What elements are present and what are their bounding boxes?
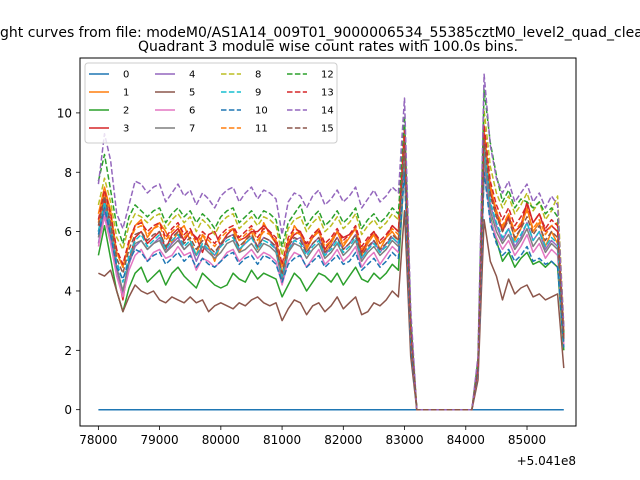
series-line-8	[97, 109, 565, 411]
x-tick-label: 82000	[324, 433, 362, 447]
figure-suptitle: Light curves from file: modeM0/AS1A14_00…	[0, 25, 640, 41]
x-axis: 78000 79000 80000 81000 82000 83000 84000 85000	[79, 426, 546, 447]
legend-label-7: 7	[189, 124, 195, 135]
series-line-5	[98, 210, 565, 411]
y-tick-label: 6	[64, 225, 72, 239]
legend-label-15: 15	[321, 124, 334, 135]
axes-frame	[79, 57, 577, 427]
y-tick-label: 4	[64, 284, 72, 298]
legend-label-4: 4	[189, 70, 195, 81]
legend-label-0: 0	[123, 70, 129, 81]
legend-box	[84, 62, 338, 144]
series-line-9	[97, 144, 565, 411]
y-axis: 0 2 4 6 8 10	[57, 106, 80, 417]
series-line-6	[97, 162, 565, 411]
x-tick-label: 84000	[447, 433, 485, 447]
legend-label-10: 10	[255, 106, 268, 117]
series-line-15	[97, 138, 565, 411]
legend-label-6: 6	[189, 106, 195, 117]
legend-label-1: 1	[123, 88, 129, 99]
legend-label-5: 5	[189, 88, 195, 99]
y-tick-label: 0	[64, 403, 72, 417]
series-line-10	[97, 171, 565, 411]
series-line-12	[97, 88, 565, 411]
legend-label-8: 8	[255, 70, 261, 81]
legend-label-9: 9	[255, 88, 261, 99]
y-tick-label: 8	[64, 166, 72, 180]
plot-lines	[97, 73, 565, 411]
x-tick-label: 80000	[202, 433, 240, 447]
x-tick-label: 79000	[141, 433, 179, 447]
x-tick-label: 81000	[263, 433, 301, 447]
series-line-11	[97, 129, 565, 411]
chart-title: Quadrant 3 module wise count rates with …	[138, 39, 518, 55]
legend-label-14: 14	[321, 106, 334, 117]
y-tick-label: 2	[64, 344, 72, 358]
legend-label-12: 12	[321, 70, 334, 81]
legend-label-3: 3	[123, 124, 129, 135]
y-tick-label: 10	[57, 106, 72, 120]
legend-label-2: 2	[123, 106, 129, 117]
series-line-7	[97, 153, 565, 411]
series-line-13	[97, 124, 565, 411]
legend-label-11: 11	[255, 124, 268, 135]
x-tick-label: 78000	[79, 433, 117, 447]
x-tick-label: 83000	[385, 433, 423, 447]
x-tick-label: 85000	[508, 433, 546, 447]
x-axis-offset-label: +5.041e8	[517, 454, 576, 468]
series-line-14	[97, 73, 565, 411]
series-line-1	[97, 138, 565, 411]
legend-label-13: 13	[321, 88, 334, 99]
